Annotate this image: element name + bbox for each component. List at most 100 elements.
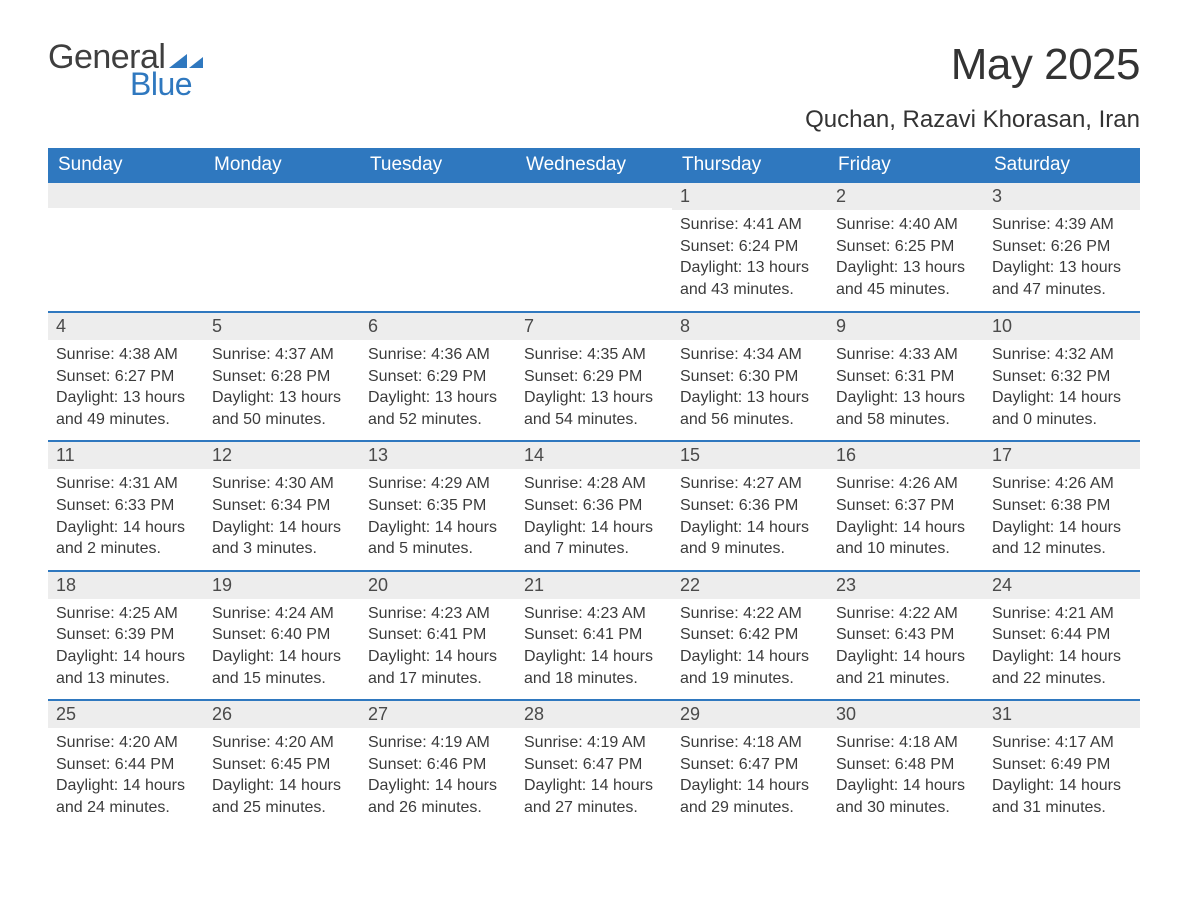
- sunset-line: Sunset: 6:27 PM: [56, 366, 196, 388]
- calendar-cell: 25 Sunrise: 4:20 AMSunset: 6:44 PMDayligh…: [48, 701, 204, 828]
- daylight-line: Daylight: 14 hours and 0 minutes.: [992, 387, 1132, 430]
- month-title: May 2025: [805, 40, 1140, 90]
- calendar-cell: 17Sunrise: 4:26 AMSunset: 6:38 PMDayligh…: [984, 442, 1140, 569]
- day-body: Sunrise: 4:26 AMSunset: 6:37 PMDaylight:…: [828, 469, 984, 569]
- weeks-container: 1Sunrise: 4:41 AMSunset: 6:24 PMDaylight…: [48, 183, 1140, 829]
- day-number: 21: [516, 572, 672, 599]
- sunrise-line: Sunrise: 4:39 AM: [992, 214, 1132, 236]
- weekday-header: Monday: [204, 148, 360, 183]
- sunset-line: Sunset: 6:36 PM: [524, 495, 664, 517]
- sunset-line: Sunset: 6:36 PM: [680, 495, 820, 517]
- calendar-week: 25Sunrise: 4:20 AMSunset: 6:44 PMDayligh…: [48, 699, 1140, 828]
- sunrise-line: Sunrise: 4:22 AM: [680, 603, 820, 625]
- day-number: 17: [984, 442, 1140, 469]
- weekday-header: Saturday: [984, 148, 1140, 183]
- calendar-cell: 3Sunrise: 4:39 AMSunset: 6:26 PMDaylight…: [984, 183, 1140, 311]
- day-body: Sunrise: 4:39 AMSunset: 6:26 PMDaylight:…: [984, 210, 1140, 310]
- calendar-cell: 13Sunrise: 4:29 AMSunset: 6:35 PMDayligh…: [360, 442, 516, 569]
- day-number: 2: [828, 183, 984, 210]
- weekday-header: Thursday: [672, 148, 828, 183]
- daylight-line: Daylight: 14 hours and 17 minutes.: [368, 646, 508, 689]
- sunset-line: Sunset: 6:32 PM: [992, 366, 1132, 388]
- sunset-line: Sunset: 6:44 PM: [56, 754, 196, 776]
- day-body: Sunrise: 4:23 AMSunset: 6:41 PMDaylight:…: [360, 599, 516, 699]
- day-number: [48, 183, 204, 208]
- calendar-week: 4Sunrise: 4:38 AMSunset: 6:27 PMDaylight…: [48, 311, 1140, 440]
- brand-word2: Blue: [130, 68, 203, 100]
- title-block: May 2025 Quchan, Razavi Khorasan, Iran: [805, 40, 1140, 134]
- location-label: Quchan, Razavi Khorasan, Iran: [805, 106, 1140, 134]
- day-number: [204, 183, 360, 208]
- day-number: 23: [828, 572, 984, 599]
- day-number: 14: [516, 442, 672, 469]
- day-number: 25: [48, 701, 204, 728]
- calendar-cell: [48, 183, 204, 311]
- sunset-line: Sunset: 6:48 PM: [836, 754, 976, 776]
- calendar-cell: 12Sunrise: 4:30 AMSunset: 6:34 PMDayligh…: [204, 442, 360, 569]
- sunset-line: Sunset: 6:41 PM: [524, 624, 664, 646]
- calendar-cell: 1Sunrise: 4:41 AMSunset: 6:24 PMDaylight…: [672, 183, 828, 311]
- daylight-line: Daylight: 14 hours and 18 minutes.: [524, 646, 664, 689]
- daylight-line: Daylight: 13 hours and 58 minutes.: [836, 387, 976, 430]
- sunrise-line: Sunrise: 4:20 AM: [56, 732, 196, 754]
- day-body: Sunrise: 4:23 AMSunset: 6:41 PMDaylight:…: [516, 599, 672, 699]
- day-body: Sunrise: 4:34 AMSunset: 6:30 PMDaylight:…: [672, 340, 828, 440]
- daylight-line: Daylight: 13 hours and 45 minutes.: [836, 257, 976, 300]
- day-number: 24: [984, 572, 1140, 599]
- daylight-line: Daylight: 14 hours and 10 minutes.: [836, 517, 976, 560]
- sunset-line: Sunset: 6:38 PM: [992, 495, 1132, 517]
- day-number: 29: [672, 701, 828, 728]
- daylight-line: Daylight: 14 hours and 22 minutes.: [992, 646, 1132, 689]
- sunset-line: Sunset: 6:28 PM: [212, 366, 352, 388]
- day-number: 16: [828, 442, 984, 469]
- sunrise-line: Sunrise: 4:35 AM: [524, 344, 664, 366]
- day-body: Sunrise: 4:35 AMSunset: 6:29 PMDaylight:…: [516, 340, 672, 440]
- daylight-line: Daylight: 14 hours and 27 minutes.: [524, 775, 664, 818]
- daylight-line: Daylight: 14 hours and 30 minutes.: [836, 775, 976, 818]
- day-body: Sunrise: 4:24 AMSunset: 6:40 PMDaylight:…: [204, 599, 360, 699]
- day-number: 30: [828, 701, 984, 728]
- sunset-line: Sunset: 6:47 PM: [524, 754, 664, 776]
- calendar-week: 1Sunrise: 4:41 AMSunset: 6:24 PMDaylight…: [48, 183, 1140, 311]
- day-body: Sunrise: 4:17 AMSunset: 6:49 PMDaylight:…: [984, 728, 1140, 828]
- day-body: Sunrise: 4:37 AMSunset: 6:28 PMDaylight:…: [204, 340, 360, 440]
- calendar-cell: [516, 183, 672, 311]
- day-number: 22: [672, 572, 828, 599]
- header: General Blue May 2025 Quchan, Razavi Kho…: [48, 40, 1140, 134]
- daylight-line: Daylight: 14 hours and 24 minutes.: [56, 775, 196, 818]
- sunrise-line: Sunrise: 4:26 AM: [836, 473, 976, 495]
- day-body: Sunrise: 4:19 AMSunset: 6:47 PMDaylight:…: [516, 728, 672, 828]
- day-body: Sunrise: 4:33 AMSunset: 6:31 PMDaylight:…: [828, 340, 984, 440]
- daylight-line: Daylight: 14 hours and 25 minutes.: [212, 775, 352, 818]
- daylight-line: Daylight: 14 hours and 3 minutes.: [212, 517, 352, 560]
- sunset-line: Sunset: 6:47 PM: [680, 754, 820, 776]
- sunrise-line: Sunrise: 4:40 AM: [836, 214, 976, 236]
- day-body: [516, 208, 672, 222]
- sunrise-line: Sunrise: 4:30 AM: [212, 473, 352, 495]
- day-number: [360, 183, 516, 208]
- sunset-line: Sunset: 6:26 PM: [992, 236, 1132, 258]
- daylight-line: Daylight: 14 hours and 5 minutes.: [368, 517, 508, 560]
- day-body: Sunrise: 4:41 AMSunset: 6:24 PMDaylight:…: [672, 210, 828, 310]
- calendar-cell: 10Sunrise: 4:32 AMSunset: 6:32 PMDayligh…: [984, 313, 1140, 440]
- calendar-cell: 2Sunrise: 4:40 AMSunset: 6:25 PMDaylight…: [828, 183, 984, 311]
- sunrise-line: Sunrise: 4:28 AM: [524, 473, 664, 495]
- daylight-line: Daylight: 13 hours and 52 minutes.: [368, 387, 508, 430]
- sunrise-line: Sunrise: 4:23 AM: [368, 603, 508, 625]
- brand-triangle-icon: [169, 48, 203, 68]
- daylight-line: Daylight: 14 hours and 15 minutes.: [212, 646, 352, 689]
- calendar-cell: 8Sunrise: 4:34 AMSunset: 6:30 PMDaylight…: [672, 313, 828, 440]
- sunset-line: Sunset: 6:42 PM: [680, 624, 820, 646]
- calendar-cell: 9Sunrise: 4:33 AMSunset: 6:31 PMDaylight…: [828, 313, 984, 440]
- sunset-line: Sunset: 6:41 PM: [368, 624, 508, 646]
- day-body: Sunrise: 4:22 AMSunset: 6:42 PMDaylight:…: [672, 599, 828, 699]
- sunrise-line: Sunrise: 4:25 AM: [56, 603, 196, 625]
- day-body: Sunrise: 4:25 AMSunset: 6:39 PMDaylight:…: [48, 599, 204, 699]
- day-body: Sunrise: 4:22 AMSunset: 6:43 PMDaylight:…: [828, 599, 984, 699]
- sunrise-line: Sunrise: 4:24 AM: [212, 603, 352, 625]
- calendar-cell: [360, 183, 516, 311]
- sunrise-line: Sunrise: 4:37 AM: [212, 344, 352, 366]
- day-number: 1: [672, 183, 828, 210]
- day-body: Sunrise: 4:21 AMSunset: 6:44 PMDaylight:…: [984, 599, 1140, 699]
- day-body: Sunrise: 4:32 AMSunset: 6:32 PMDaylight:…: [984, 340, 1140, 440]
